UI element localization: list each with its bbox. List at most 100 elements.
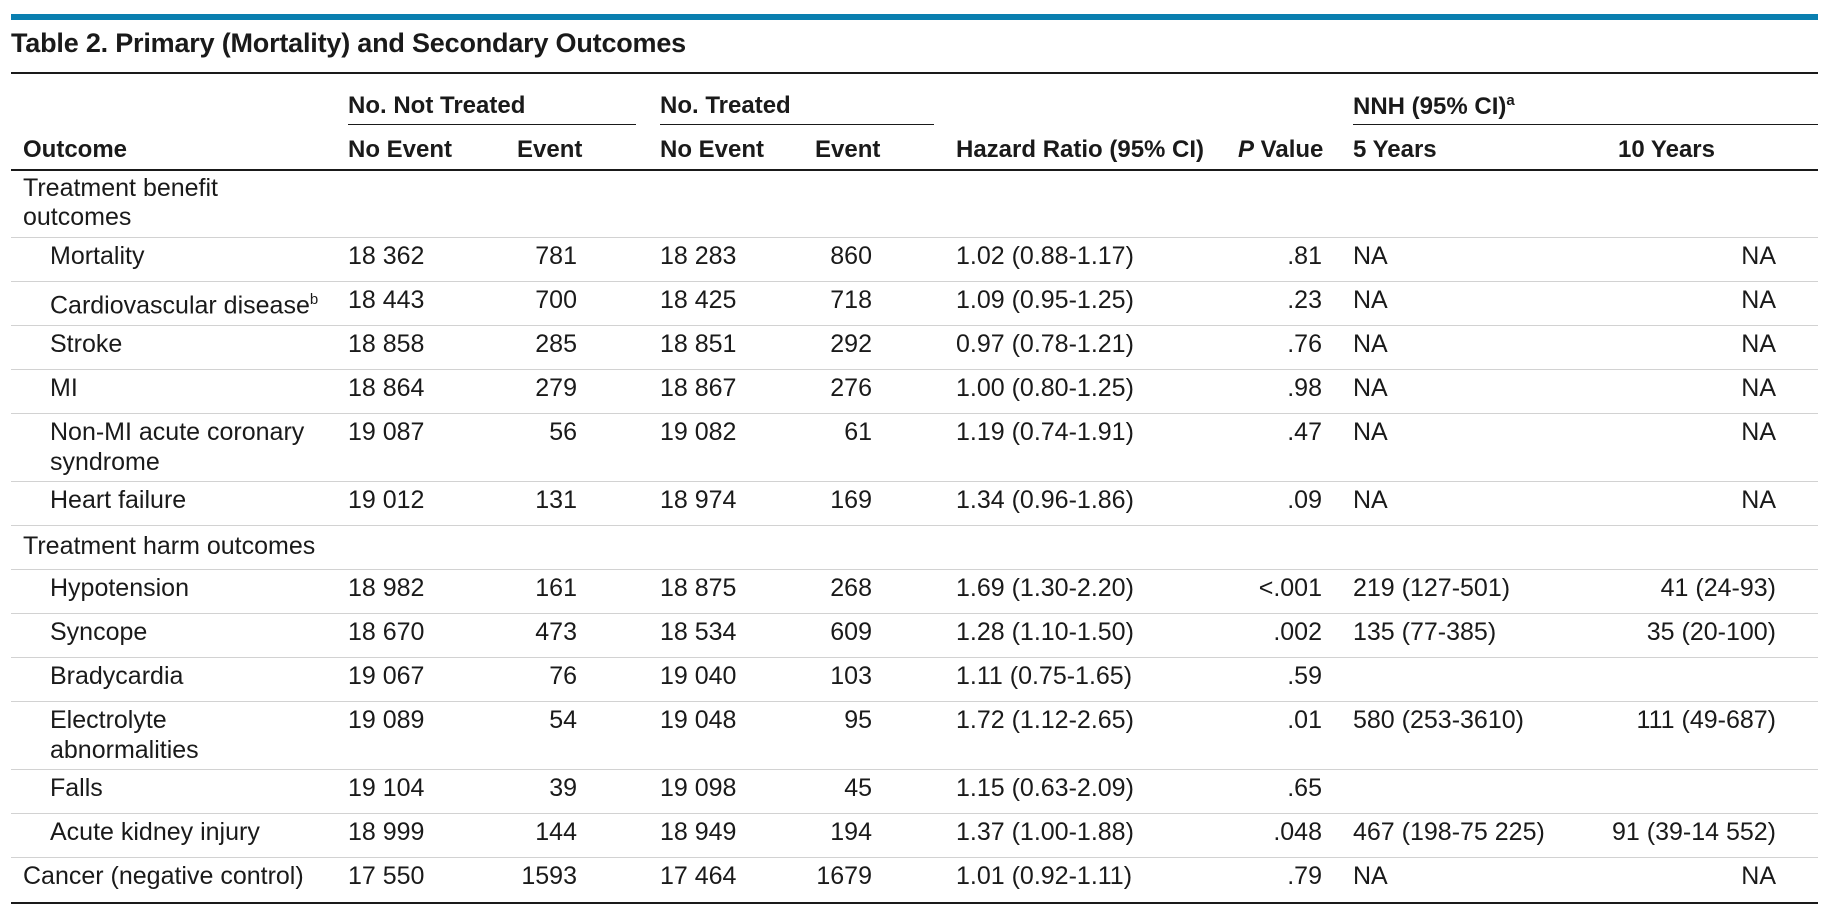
group-rule-treated	[660, 124, 934, 125]
header-nt-no-event: No Event	[348, 136, 453, 163]
row-label: Cancer (negative control)	[23, 862, 304, 890]
cell-t-event: 609	[830, 618, 872, 646]
cell-nnh-10-years: 35 (20-100)	[1646, 618, 1776, 646]
row-separator	[11, 281, 1818, 282]
row-separator	[11, 613, 1818, 614]
header-t-no-event: No Event	[660, 136, 765, 163]
cell-t-no-event: 18 875	[660, 574, 737, 602]
cell-nt-event: 279	[535, 374, 577, 402]
cell-nt-no-event: 18 982	[348, 574, 425, 602]
cell-nt-event: 131	[535, 486, 577, 514]
cell-p-value: .09	[1287, 486, 1322, 514]
cell-nnh-5-years: NA	[1353, 418, 1388, 446]
header-group-nnh: NNH (95% CI)a	[1353, 92, 1515, 120]
cell-nnh-5-years: NA	[1353, 862, 1388, 890]
cell-t-event: 276	[830, 374, 872, 402]
cell-t-no-event: 18 425	[660, 286, 737, 314]
row-separator	[11, 237, 1818, 238]
row-label: Non-MI acute coronary syndrome	[50, 418, 305, 476]
cell-nnh-5-years: NA	[1353, 486, 1388, 514]
cell-hazard-ratio: 1.72 (1.12-2.65)	[956, 706, 1134, 734]
table-title: Table 2. Primary (Mortality) and Seconda…	[11, 28, 686, 58]
cell-p-value: .76	[1287, 330, 1322, 358]
header-hazard-ratio: Hazard Ratio (95% CI)	[956, 136, 1205, 163]
cell-p-value: .98	[1287, 374, 1322, 402]
row-label: Syncope	[50, 618, 148, 646]
cell-nnh-5-years: NA	[1353, 374, 1388, 402]
section-harm-label: Treatment harm outcomes	[23, 532, 316, 560]
cell-nnh-10-years: NA	[1741, 862, 1776, 890]
cell-nt-no-event: 18 443	[348, 286, 425, 314]
cell-nt-event: 473	[535, 618, 577, 646]
cell-t-event: 61	[844, 418, 872, 446]
cell-nnh-5-years: 467 (198-75 225)	[1353, 818, 1545, 846]
top-rule	[11, 72, 1818, 74]
cell-p-value: .47	[1287, 418, 1322, 446]
row-separator	[11, 369, 1818, 370]
cell-p-value: .81	[1287, 242, 1322, 270]
cell-hazard-ratio: 1.34 (0.96-1.86)	[956, 486, 1134, 514]
cell-t-event: 194	[830, 818, 872, 846]
cell-nt-event: 700	[535, 286, 577, 314]
cell-hazard-ratio: 1.09 (0.95-1.25)	[956, 286, 1134, 314]
cell-t-event: 45	[844, 774, 872, 802]
cell-t-no-event: 18 534	[660, 618, 737, 646]
cell-nnh-10-years: NA	[1741, 286, 1776, 314]
cell-hazard-ratio: 1.28 (1.10-1.50)	[956, 618, 1134, 646]
row-separator	[11, 813, 1818, 814]
cell-t-no-event: 18 283	[660, 242, 737, 270]
cell-nt-no-event: 17 550	[348, 862, 425, 890]
cell-nt-event: 56	[549, 418, 577, 446]
header-rule	[11, 169, 1818, 171]
cell-nt-no-event: 19 089	[348, 706, 425, 734]
cell-hazard-ratio: 1.37 (1.00-1.88)	[956, 818, 1134, 846]
cell-hazard-ratio: 1.02 (0.88-1.17)	[956, 242, 1134, 270]
row-separator	[11, 413, 1818, 414]
cell-nnh-5-years: NA	[1353, 286, 1388, 314]
cell-t-no-event: 18 867	[660, 374, 737, 402]
row-label: Acute kidney injury	[50, 818, 260, 846]
header-nnh-5-years: 5 Years	[1353, 136, 1437, 163]
cell-p-value: .65	[1287, 774, 1322, 802]
group-rule-nnh	[1353, 124, 1818, 125]
cell-t-no-event: 18 851	[660, 330, 737, 358]
header-nt-event: Event	[517, 136, 583, 163]
cell-nt-no-event: 18 858	[348, 330, 425, 358]
cell-t-no-event: 18 974	[660, 486, 737, 514]
cell-t-event: 292	[830, 330, 872, 358]
cell-nnh-5-years: NA	[1353, 330, 1388, 358]
cell-p-value: .01	[1287, 706, 1322, 734]
cell-nt-event: 781	[535, 242, 577, 270]
cell-nnh-5-years: 219 (127-501)	[1353, 574, 1511, 602]
cell-hazard-ratio: 1.15 (0.63-2.09)	[956, 774, 1134, 802]
row-separator	[11, 657, 1818, 658]
cell-nt-event: 76	[549, 662, 577, 690]
cell-nnh-5-years: 135 (77-385)	[1353, 618, 1497, 646]
cell-nt-no-event: 18 999	[348, 818, 425, 846]
cell-t-event: 1679	[816, 862, 872, 890]
cell-t-no-event: 19 040	[660, 662, 737, 690]
cell-p-value: .002	[1273, 618, 1322, 646]
cell-nt-no-event: 19 104	[348, 774, 425, 802]
header-group-not-treated: No. Not Treated	[348, 92, 526, 119]
cell-nt-event: 39	[549, 774, 577, 802]
cell-t-no-event: 19 048	[660, 706, 737, 734]
cell-nt-no-event: 18 362	[348, 242, 425, 270]
row-label: Mortality	[50, 242, 145, 270]
cell-nnh-10-years: NA	[1741, 374, 1776, 402]
row-label: Stroke	[50, 330, 123, 358]
header-t-event: Event	[815, 136, 881, 163]
row-separator	[11, 701, 1818, 702]
cell-nt-event: 161	[535, 574, 577, 602]
row-separator	[11, 325, 1818, 326]
row-label: MI	[50, 374, 78, 402]
cell-nnh-10-years: NA	[1741, 242, 1776, 270]
cell-t-no-event: 19 082	[660, 418, 737, 446]
cell-nnh-10-years: 41 (24-93)	[1660, 574, 1776, 602]
cell-nt-event: 144	[535, 818, 577, 846]
header-nnh-10-years: 10 Years	[1618, 136, 1715, 163]
cell-nt-no-event: 19 012	[348, 486, 425, 514]
row-label: Electrolyte abnormalities	[50, 706, 199, 764]
header-outcome: Outcome	[23, 136, 128, 163]
cell-t-event: 718	[830, 286, 872, 314]
